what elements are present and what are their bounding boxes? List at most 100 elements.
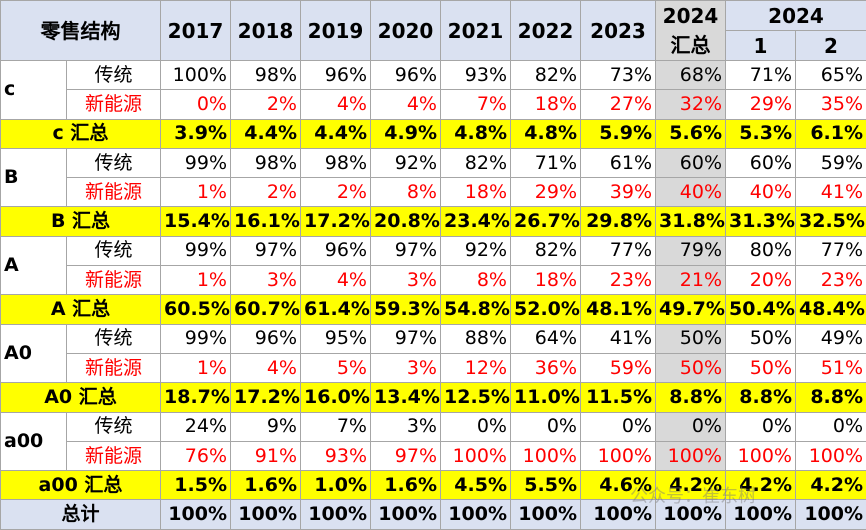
value-cell: 71%: [511, 148, 581, 177]
value-cell: 51%: [796, 353, 866, 382]
summary-cell: 49.7%: [656, 295, 726, 324]
summary-cell: 23.4%: [441, 207, 511, 236]
row-label: 新能源: [67, 353, 161, 382]
value-cell: 3%: [371, 412, 441, 441]
value-cell: 23%: [796, 266, 866, 295]
header-year: 2020: [371, 1, 441, 61]
value-cell: 68%: [656, 61, 726, 90]
header-month-year: 2024: [726, 1, 866, 31]
value-cell: 24%: [161, 412, 231, 441]
value-cell: 0%: [161, 90, 231, 119]
summary-cell: 31.3%: [726, 207, 796, 236]
value-cell: 41%: [581, 324, 656, 353]
value-cell: 79%: [656, 236, 726, 265]
summary-cell: 8.8%: [726, 383, 796, 412]
value-cell: 77%: [581, 236, 656, 265]
value-cell: 12%: [441, 353, 511, 382]
value-cell: 76%: [161, 441, 231, 470]
group-name: A: [1, 236, 67, 295]
value-cell: 4%: [301, 266, 371, 295]
value-cell: 39%: [581, 178, 656, 207]
value-cell: 99%: [161, 148, 231, 177]
value-cell: 3%: [371, 266, 441, 295]
value-cell: 18%: [441, 178, 511, 207]
summary-cell: 4.2%: [726, 471, 796, 500]
value-cell: 50%: [726, 324, 796, 353]
value-cell: 73%: [581, 61, 656, 90]
summary-cell: 15.4%: [161, 207, 231, 236]
value-cell: 93%: [441, 61, 511, 90]
value-cell: 2%: [231, 90, 301, 119]
value-cell: 40%: [726, 178, 796, 207]
value-cell: 18%: [511, 266, 581, 295]
summary-cell: 54.8%: [441, 295, 511, 324]
value-cell: 40%: [656, 178, 726, 207]
summary-cell: 20.8%: [371, 207, 441, 236]
value-cell: 50%: [726, 353, 796, 382]
total-cell: 100%: [726, 500, 796, 529]
value-cell: 3%: [231, 266, 301, 295]
value-cell: 0%: [726, 412, 796, 441]
value-cell: 98%: [301, 148, 371, 177]
header-summary-label: 汇总: [656, 31, 726, 61]
summary-cell: 29.8%: [581, 207, 656, 236]
summary-cell: 4.6%: [581, 471, 656, 500]
summary-cell: 3.9%: [161, 119, 231, 148]
value-cell: 50%: [656, 324, 726, 353]
value-cell: 5%: [301, 353, 371, 382]
summary-cell: 31.8%: [656, 207, 726, 236]
group-name: c: [1, 61, 67, 120]
summary-cell: 5.5%: [511, 471, 581, 500]
value-cell: 100%: [581, 441, 656, 470]
row-label: 传统: [67, 148, 161, 177]
value-cell: 2%: [231, 178, 301, 207]
summary-cell: 12.5%: [441, 383, 511, 412]
value-cell: 96%: [371, 61, 441, 90]
value-cell: 96%: [301, 236, 371, 265]
total-cell: 100%: [161, 500, 231, 529]
summary-cell: 8.8%: [656, 383, 726, 412]
summary-cell: 60.5%: [161, 295, 231, 324]
value-cell: 82%: [511, 61, 581, 90]
value-cell: 88%: [441, 324, 511, 353]
summary-cell: 4.2%: [656, 471, 726, 500]
header-title: 零售结构: [1, 1, 161, 61]
summary-cell: 60.7%: [231, 295, 301, 324]
value-cell: 0%: [656, 412, 726, 441]
value-cell: 96%: [301, 61, 371, 90]
row-label: 传统: [67, 61, 161, 90]
value-cell: 100%: [441, 441, 511, 470]
value-cell: 20%: [726, 266, 796, 295]
summary-cell: 26.7%: [511, 207, 581, 236]
value-cell: 80%: [726, 236, 796, 265]
summary-cell: 6.1%: [796, 119, 866, 148]
total-cell: 100%: [231, 500, 301, 529]
summary-label: B 汇总: [1, 207, 161, 236]
value-cell: 0%: [511, 412, 581, 441]
summary-cell: 32.5%: [796, 207, 866, 236]
summary-cell: 1.0%: [301, 471, 371, 500]
value-cell: 99%: [161, 236, 231, 265]
summary-cell: 16.1%: [231, 207, 301, 236]
value-cell: 92%: [371, 148, 441, 177]
value-cell: 59%: [796, 148, 866, 177]
total-cell: 100%: [371, 500, 441, 529]
summary-cell: 52.0%: [511, 295, 581, 324]
value-cell: 23%: [581, 266, 656, 295]
value-cell: 95%: [301, 324, 371, 353]
summary-cell: 5.3%: [726, 119, 796, 148]
value-cell: 4%: [371, 90, 441, 119]
value-cell: 100%: [656, 441, 726, 470]
summary-cell: 4.4%: [301, 119, 371, 148]
total-cell: 100%: [301, 500, 371, 529]
value-cell: 100%: [161, 61, 231, 90]
value-cell: 3%: [371, 353, 441, 382]
value-cell: 82%: [511, 236, 581, 265]
